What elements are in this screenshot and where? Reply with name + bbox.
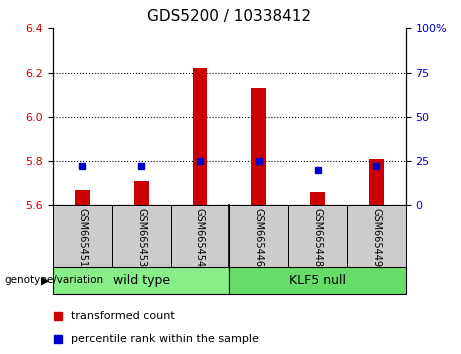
Text: GSM665446: GSM665446	[254, 209, 264, 267]
Bar	[75, 190, 90, 205]
Bar	[53, 267, 230, 294]
Bar	[53, 205, 112, 267]
Bar	[288, 205, 347, 267]
Bar	[229, 267, 406, 294]
Bar	[251, 88, 266, 205]
Bar	[134, 181, 148, 205]
Text: GSM665453: GSM665453	[136, 209, 146, 268]
Bar	[369, 159, 384, 205]
Text: GSM665451: GSM665451	[77, 209, 88, 268]
Text: percentile rank within the sample: percentile rank within the sample	[71, 334, 259, 344]
Bar	[171, 205, 230, 267]
Text: ▶: ▶	[41, 275, 50, 285]
Bar	[347, 205, 406, 267]
Text: KLF5 null: KLF5 null	[289, 274, 346, 287]
Text: GSM665454: GSM665454	[195, 209, 205, 268]
Text: wild type: wild type	[112, 274, 170, 287]
Text: GSM665449: GSM665449	[371, 209, 381, 267]
Bar	[193, 68, 207, 205]
Bar	[229, 205, 288, 267]
Bar	[310, 192, 325, 205]
Text: transformed count: transformed count	[71, 311, 174, 321]
Text: GSM665448: GSM665448	[313, 209, 323, 267]
Bar	[112, 205, 171, 267]
Title: GDS5200 / 10338412: GDS5200 / 10338412	[148, 9, 311, 24]
Text: genotype/variation: genotype/variation	[5, 275, 104, 285]
